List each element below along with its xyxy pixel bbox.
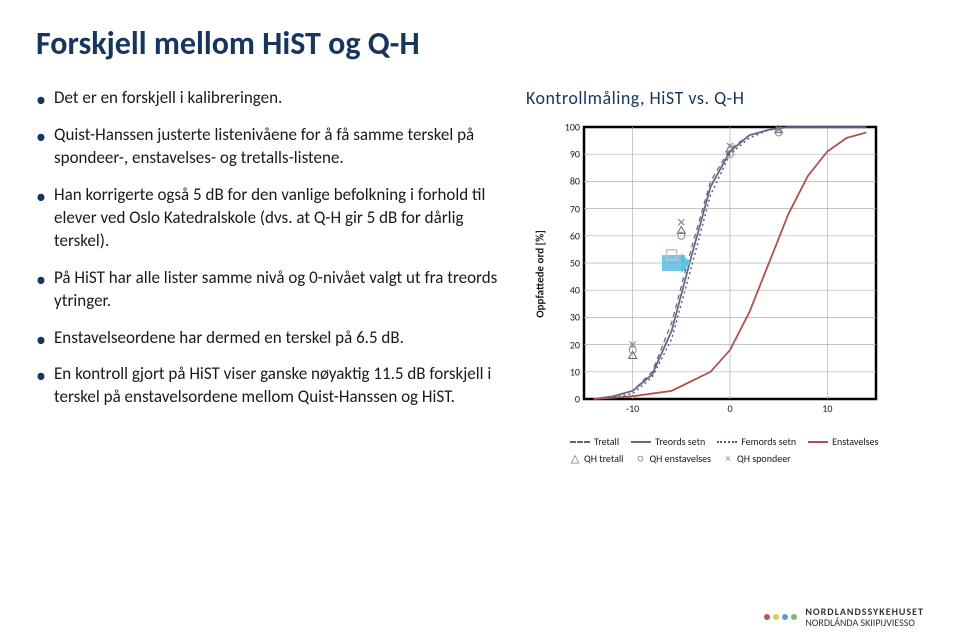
right-column: Kontrollmåling, HiST vs. Q-H Oppfattede … <box>526 87 924 465</box>
chart-legend: Tretall Treords setn Femords setn Enstavels… <box>526 435 886 465</box>
ytick: 60 <box>560 229 580 242</box>
legend-item: Enstavelses <box>808 435 878 448</box>
slide: Forskjell mellom HiST og Q-H Det er en f… <box>0 0 960 640</box>
logo-dots <box>764 614 797 620</box>
ytick: 50 <box>560 257 580 270</box>
chart-title: Kontrollmåling, HiST vs. Q-H <box>526 87 924 109</box>
logo-dot <box>764 614 770 620</box>
ytick: 0 <box>560 393 580 406</box>
ytick: 10 <box>560 365 580 378</box>
ytick: 40 <box>560 284 580 297</box>
logo-dot <box>782 614 788 620</box>
psychometric-chart: Oppfattede ord [%] 0 10 20 30 40 50 60 70 80 90 10… <box>526 119 886 429</box>
ytick: 100 <box>560 121 580 134</box>
ytick: 20 <box>560 338 580 351</box>
chart-wrap: Oppfattede ord [%] 0 10 20 30 40 50 60 70 80 90 10… <box>526 119 886 465</box>
legend-item: ×QH spondeer <box>723 452 791 465</box>
legend-item: △QH tretall <box>570 452 623 465</box>
list-item: Enstavelseordene har dermed en terskel p… <box>54 327 506 350</box>
list-item: Han korrigerte også 5 dB for den vanlige… <box>54 184 506 253</box>
logo-text: NORDLANDSSYKEHUSET NORDLÁNDA SKIIPIJVIES… <box>805 606 924 628</box>
slide-title: Forskjell mellom HiST og Q-H <box>36 24 924 63</box>
xtick: 10 <box>822 402 832 415</box>
logo-dot <box>773 614 779 620</box>
ytick: 70 <box>560 202 580 215</box>
list-item: Det er en forskjell i kalibreringen. <box>54 87 506 110</box>
legend-item: Tretall <box>570 435 619 448</box>
list-item: På HiST har alle lister samme nivå og 0-… <box>54 267 506 313</box>
content-columns: Det er en forskjell i kalibreringen. Qui… <box>36 87 924 465</box>
footer-logo: NORDLANDSSYKEHUSET NORDLÁNDA SKIIPIJVIES… <box>764 606 924 628</box>
logo-line2: NORDLÁNDA SKIIPIJVIESSO <box>805 617 924 628</box>
y-axis-label: Oppfattede ord [%] <box>533 230 546 318</box>
ytick: 90 <box>560 148 580 161</box>
ytick: 30 <box>560 311 580 324</box>
legend-item: Treords setn <box>631 435 705 448</box>
list-item: En kontroll gjort på HiST viser ganske n… <box>54 363 506 409</box>
ytick: 80 <box>560 175 580 188</box>
chart-svg <box>526 119 886 429</box>
left-column: Det er en forskjell i kalibreringen. Qui… <box>36 87 506 465</box>
legend-item: ○QH enstavelses <box>635 452 711 465</box>
legend-item: Femords setn <box>717 435 796 448</box>
xtick: -10 <box>626 402 639 415</box>
logo-dot <box>791 614 797 620</box>
bullet-list: Det er en forskjell i kalibreringen. Qui… <box>36 87 506 409</box>
xtick: 0 <box>727 402 732 415</box>
list-item: Quist-Hanssen justerte listenivåene for … <box>54 124 506 170</box>
